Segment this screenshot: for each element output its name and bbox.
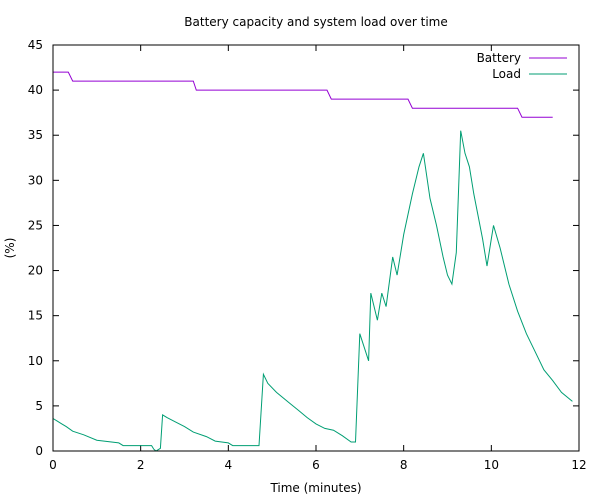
y-tick-label: 25 — [28, 218, 43, 232]
y-axis-label: (%) — [3, 238, 17, 259]
x-axis-label: Time (minutes) — [269, 481, 361, 495]
legend-label-load: Load — [492, 67, 521, 81]
x-tick-label: 2 — [137, 458, 145, 472]
y-tick-label: 20 — [28, 264, 43, 278]
legend-label-battery: Battery — [477, 51, 521, 65]
x-tick-label: 12 — [571, 458, 586, 472]
x-tick-label: 0 — [49, 458, 57, 472]
x-tick-label: 8 — [400, 458, 408, 472]
series-line-battery — [53, 71, 553, 118]
y-tick-label: 40 — [28, 83, 43, 97]
x-tick-label: 6 — [312, 458, 320, 472]
series-layer — [52, 71, 573, 452]
series-line-load — [52, 130, 573, 452]
plot-frame — [52, 44, 580, 452]
y-tick-label: 15 — [28, 309, 43, 323]
x-tick-label: 4 — [225, 458, 233, 472]
y-tick-label: 45 — [28, 38, 43, 52]
y-tick-label: 35 — [28, 128, 43, 142]
y-tick-label: 10 — [28, 354, 43, 368]
y-tick-label: 5 — [35, 399, 43, 413]
chart-title: Battery capacity and system load over ti… — [184, 15, 447, 29]
x-tick-label: 10 — [484, 458, 499, 472]
y-tick-label: 30 — [28, 173, 43, 187]
legend: Battery Load — [477, 51, 567, 81]
y-tick-label: 0 — [35, 444, 43, 458]
axis-ticks: 0 2 4 6 8 10 12 0 5 10 15 20 25 30 35 40 45 — [28, 38, 587, 472]
